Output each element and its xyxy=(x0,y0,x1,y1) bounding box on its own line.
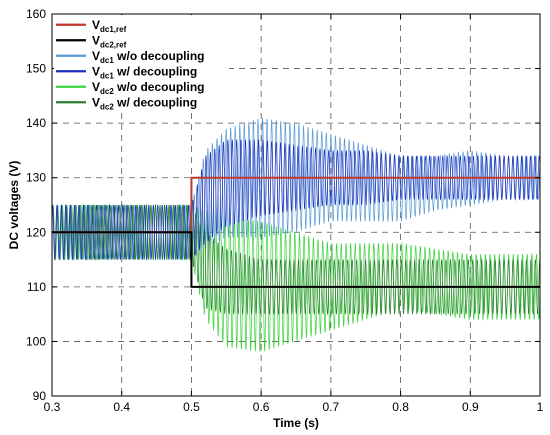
series-line-vdc1-w-decoupling xyxy=(52,138,540,261)
x-tick-label: 0.3 xyxy=(44,400,61,414)
legend-label-sub: dc1,ref xyxy=(100,25,127,34)
legend-label-sub: dc2 xyxy=(100,87,114,96)
y-tick-label: 90 xyxy=(33,389,47,403)
legend-label-main: V xyxy=(92,95,100,109)
legend-label: Vdc1,ref xyxy=(92,18,127,34)
legend-label-main: V xyxy=(92,64,100,78)
x-tick-label: 0.6 xyxy=(253,400,270,414)
x-tick-label: 0.9 xyxy=(462,400,479,414)
legend-label-rest: w/o decoupling xyxy=(114,80,205,94)
y-tick-label: 130 xyxy=(26,171,46,185)
ticks: 0.3 0.4 0.5 0.6 0.7 0.8 0.9 1 90 100 110 120 130 140 1… xyxy=(26,7,544,414)
y-tick-label: 110 xyxy=(27,280,46,294)
x-tick-label: 0.8 xyxy=(392,400,409,414)
y-tick-label: 100 xyxy=(26,334,46,348)
y-tick-label: 150 xyxy=(26,62,46,76)
legend-label-sub: dc2 xyxy=(100,102,114,111)
y-tick-label: 120 xyxy=(26,225,46,239)
legend-label-sub: dc2,ref xyxy=(100,40,127,49)
legend-label: Vdc1 w/ decoupling xyxy=(92,64,197,80)
series-line-vdc2-w-decoupling xyxy=(52,203,540,316)
legend-label-main: V xyxy=(92,18,100,32)
x-tick-label: 0.5 xyxy=(183,400,200,414)
y-tick-label: 140 xyxy=(26,116,46,130)
legend-label: Vdc1 w/o decoupling xyxy=(92,49,204,65)
legend-label-sub: dc1 xyxy=(100,56,114,65)
legend-label-main: V xyxy=(92,80,100,94)
plot-area xyxy=(52,117,540,352)
legend-label-main: V xyxy=(92,49,100,63)
legend-box xyxy=(54,15,229,112)
x-axis-title: Time (s) xyxy=(273,416,319,430)
legend-label-sub: dc1 xyxy=(100,71,114,80)
x-tick-label: 1 xyxy=(537,400,544,414)
legend-label: Vdc2 w/ decoupling xyxy=(92,95,197,111)
axes xyxy=(51,13,541,397)
legend-label: Vdc2,ref xyxy=(92,33,127,49)
x-tick-label: 0.4 xyxy=(113,400,130,414)
plot-frame xyxy=(51,13,541,397)
y-tick-label: 160 xyxy=(26,7,46,21)
legend-label-rest: w/o decoupling xyxy=(114,49,205,63)
series-line-vdc2-ref xyxy=(52,231,540,288)
legend-label-rest: w/ decoupling xyxy=(114,95,197,109)
legend-label: Vdc2 w/o decoupling xyxy=(92,80,204,96)
x-tick-label: 0.7 xyxy=(323,400,340,414)
legend-label-rest: w/ decoupling xyxy=(114,64,197,78)
y-axis-title: DC voltages (V) xyxy=(7,161,21,250)
legend-label-main: V xyxy=(92,33,100,47)
